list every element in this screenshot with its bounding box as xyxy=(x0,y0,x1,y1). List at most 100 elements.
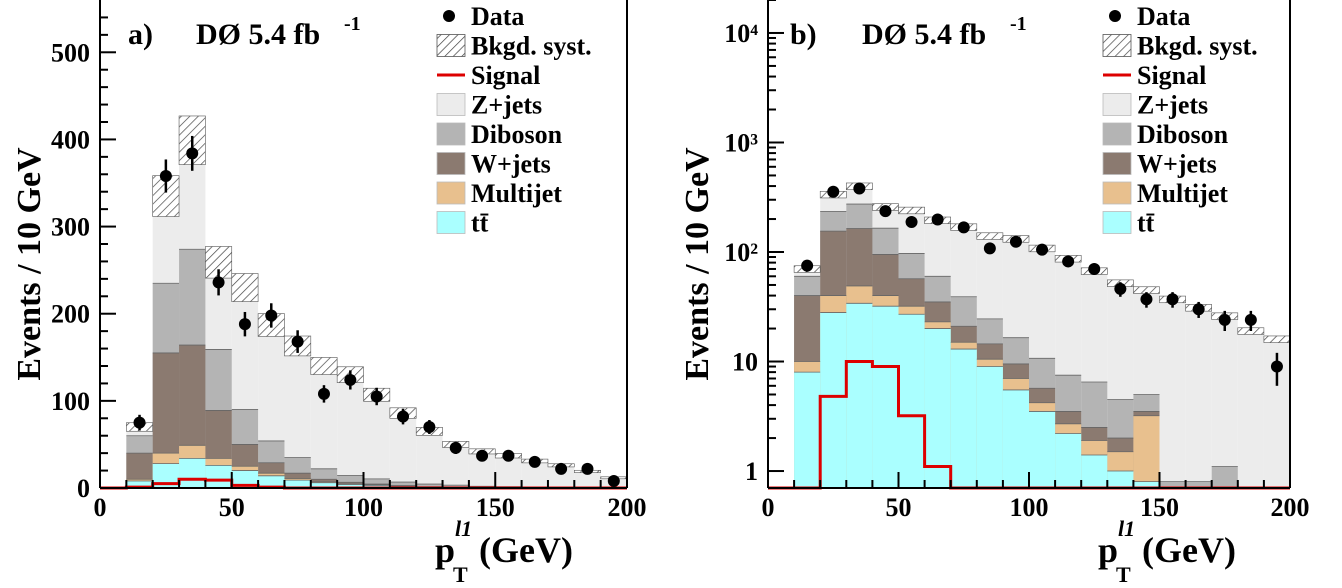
bar-tt--3 xyxy=(846,303,873,488)
legend-label-z-jets: Z+jets xyxy=(1137,91,1208,120)
y-tick-label-2: 10² xyxy=(724,238,758,267)
data-point-16 xyxy=(1218,313,1231,326)
legend-label-w-jets: W+jets xyxy=(1137,150,1217,179)
legend-label-data: Data xyxy=(471,2,524,31)
y-tick-label-1: 100 xyxy=(51,387,90,416)
bar-z-jets-17 xyxy=(1211,315,1238,488)
y-tick-label-0: 1 xyxy=(745,457,758,486)
experiment-text: DØ 5.4 fb xyxy=(196,18,320,51)
legend-label-z-jets: Z+jets xyxy=(471,91,542,120)
bar-z-jets-17 xyxy=(547,465,575,488)
legend-label-diboson: Diboson xyxy=(1137,120,1229,149)
x-tick-label-2: 100 xyxy=(344,493,383,522)
data-point-17 xyxy=(1244,313,1257,326)
x-axis-label-unit: (GeV) xyxy=(1142,530,1236,570)
panel-a: 0 50 100 150 200 0 100 200 300 400 500 Events / 10 … xyxy=(11,0,647,587)
data-point-8 xyxy=(344,373,357,386)
stack-outline-0 xyxy=(794,302,1160,483)
x-tick-label-3: 150 xyxy=(476,493,515,522)
legend-label-bkgd-syst-: Bkgd. syst. xyxy=(1137,32,1258,61)
data-point-12 xyxy=(1114,282,1127,295)
bar-diboson-16 xyxy=(1185,481,1212,488)
x-tick-label-1: 50 xyxy=(886,493,912,522)
bar-diboson-15 xyxy=(1159,481,1186,488)
bar-tt--10 xyxy=(1029,411,1056,488)
legend-label-multijet: Multijet xyxy=(471,179,562,208)
bar-tt--8 xyxy=(976,366,1003,488)
y-tick-label-3: 10³ xyxy=(724,128,758,157)
data-point-14 xyxy=(1166,293,1179,306)
data-point-14 xyxy=(502,449,515,462)
bar-tt--1 xyxy=(794,372,821,488)
x-tick-label-2: 100 xyxy=(1010,493,1049,522)
bar-tt--8 xyxy=(310,482,338,488)
bar-tt--6 xyxy=(258,475,285,488)
x-tick-label-4: 200 xyxy=(608,493,647,522)
y-tick-label-1: 10 xyxy=(732,348,758,377)
bar-tt--12 xyxy=(1081,455,1108,488)
legend-marker-diboson xyxy=(436,122,466,146)
data-point-5 xyxy=(265,309,278,322)
data-point-11 xyxy=(423,421,436,433)
bar-diboson-17 xyxy=(1211,466,1238,488)
stack-outline-1 xyxy=(794,285,1160,453)
legend-marker-z-jets xyxy=(436,93,466,116)
data-point-0 xyxy=(801,259,814,272)
legend-label-signal: Signal xyxy=(1137,61,1206,90)
data-point-0 xyxy=(133,416,146,429)
bar-diboson-12 xyxy=(416,484,443,488)
bar-tt--9 xyxy=(337,484,364,488)
data-point-15 xyxy=(1192,303,1205,316)
bar-tt--3 xyxy=(179,458,206,488)
experiment-sup: -1 xyxy=(344,13,361,35)
data-point-18 xyxy=(1270,360,1283,373)
experiment-label: DØ 5.4 fb -1 xyxy=(196,13,361,51)
data-point-9 xyxy=(370,390,383,403)
bar-tt--4 xyxy=(205,465,232,488)
x-axis-label-sup: l1 xyxy=(455,516,472,541)
legend-marker-syst xyxy=(1102,34,1132,57)
x-tick-label-0: 0 xyxy=(762,493,775,522)
legend-marker-z-jets xyxy=(1102,93,1132,116)
data-point-15 xyxy=(528,455,541,468)
x-tick-label-0: 0 xyxy=(94,493,107,522)
bar-z-jets-10 xyxy=(363,394,390,488)
bar-diboson-10 xyxy=(363,478,390,488)
x-tick-label-3: 150 xyxy=(1140,493,1179,522)
bar-tt--6 xyxy=(924,328,951,488)
y-tick-label-5: 500 xyxy=(51,38,90,67)
experiment-text: DØ 5.4 fb xyxy=(862,18,986,51)
legend-label-bkgd-syst-: Bkgd. syst. xyxy=(471,32,592,61)
data-point-10 xyxy=(1062,255,1075,268)
y-tick-label-2: 200 xyxy=(51,300,90,329)
panel-label: a) xyxy=(128,18,153,51)
legend-marker-w-jets xyxy=(1102,152,1132,175)
bar-tt--7 xyxy=(284,480,311,488)
x-axis-label-unit: (GeV) xyxy=(479,530,573,570)
legend-marker-syst xyxy=(436,34,466,57)
data-point-16 xyxy=(555,462,568,475)
experiment-label: DØ 5.4 fb -1 xyxy=(862,13,1027,51)
syst-band-19 xyxy=(1263,335,1291,343)
legend-marker-data xyxy=(1109,10,1121,22)
legend-marker-data xyxy=(443,10,455,22)
bar-z-jets-15 xyxy=(1159,299,1186,488)
bar-z-jets-12 xyxy=(416,430,443,488)
y-axis-label: Events / 10 GeV xyxy=(679,147,716,381)
data-point-3 xyxy=(879,205,892,218)
legend-label-signal: Signal xyxy=(471,61,540,90)
data-point-2 xyxy=(186,147,199,160)
bar-tt--5 xyxy=(898,314,925,488)
legend-marker-multijet xyxy=(1102,181,1132,205)
data-point-4 xyxy=(238,318,251,331)
data-point-7 xyxy=(317,387,330,400)
data-point-9 xyxy=(1036,243,1049,256)
x-axis-label-p: p xyxy=(435,530,455,570)
bar-tt--7 xyxy=(950,349,977,488)
data-point-10 xyxy=(397,410,410,423)
stack-outline-2 xyxy=(794,228,1160,439)
bar-z-jets-11 xyxy=(389,412,417,488)
bar-z-jets-18 xyxy=(574,472,601,488)
bar-tt--11 xyxy=(1055,433,1082,488)
